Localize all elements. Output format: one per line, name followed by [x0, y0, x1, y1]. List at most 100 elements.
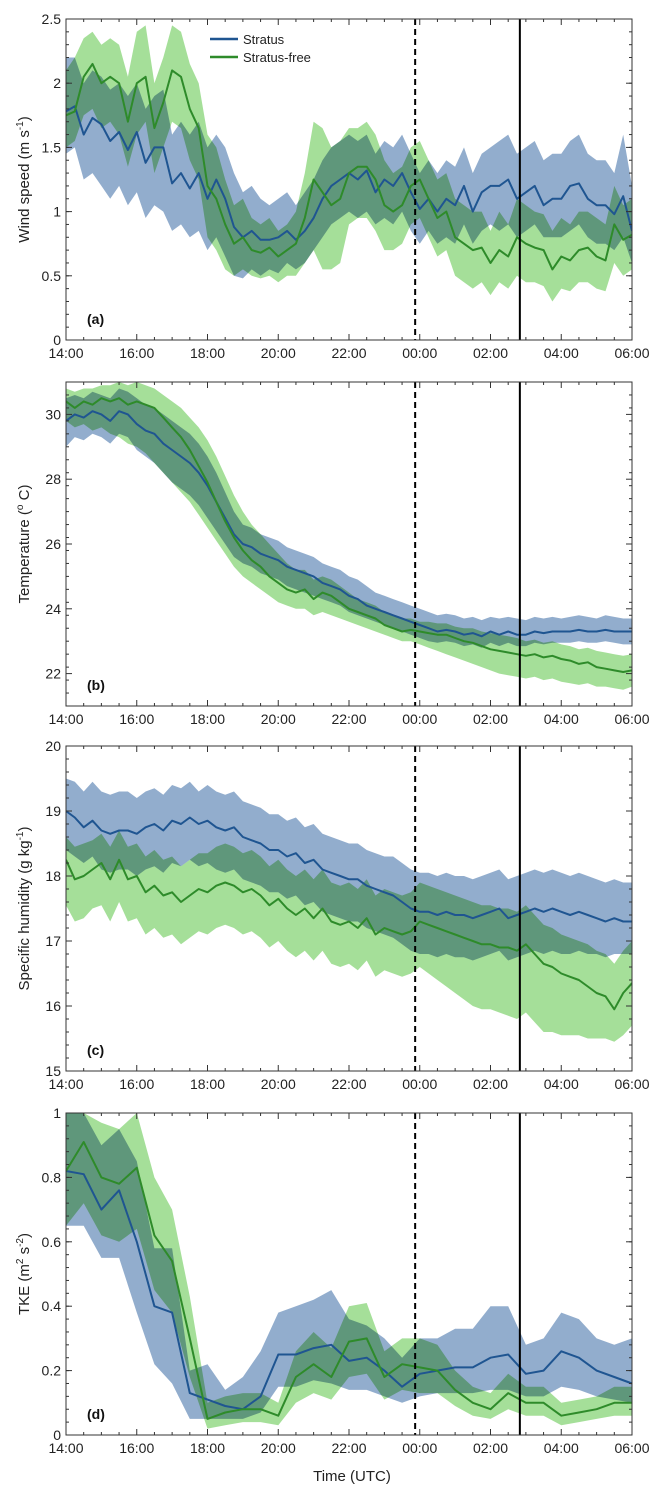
panel-d-band-stratus	[66, 1113, 632, 1419]
panel-a-xtick-label: 22:00	[331, 345, 366, 361]
panel-d-ytick-label: 0.4	[42, 1298, 62, 1314]
panel-c-ytick-label: 18	[45, 868, 61, 884]
panel-a-xtick-label: 20:00	[261, 345, 296, 361]
panel-b-y-axis-label: Temperature (o C)	[15, 485, 33, 604]
panel-c-xtick-label: 02:00	[473, 1076, 508, 1092]
panel-c-xtick-label: 18:00	[190, 1076, 225, 1092]
panel-a-xtick-label: 16:00	[119, 345, 154, 361]
panel-c-xtick-label: 00:00	[402, 1076, 437, 1092]
panel-c-band-stratus	[66, 778, 632, 961]
panel-d-line-stratus	[66, 1170, 632, 1411]
panel-b-y-label-part: C)	[16, 485, 33, 505]
panel-a-xtick-label: 02:00	[473, 345, 508, 361]
panel-d-xtick-label: 22:00	[331, 1440, 366, 1456]
panel-d-xtick-label: 06:00	[614, 1440, 649, 1456]
panel-a-ytick-label: 1.5	[42, 139, 62, 155]
panel-a-line-stratus-free	[66, 62, 632, 271]
panel-c-band-stratus-free	[66, 830, 632, 1042]
panel-a-ytick-label: 2	[53, 75, 61, 91]
panel-c-line-stratus-free	[66, 858, 632, 1011]
panel-d-xtick-label: 20:00	[261, 1440, 296, 1456]
panel-a-ytick-label: 0.5	[42, 268, 62, 284]
panel-c-ytick-label: 19	[45, 803, 61, 819]
panel-c-xtick-label: 04:00	[544, 1076, 579, 1092]
panel-b-xtick-label: 18:00	[190, 711, 225, 727]
panel-c-xtick-label: 14:00	[48, 1076, 83, 1092]
panel-d-xtick-label: 14:00	[48, 1440, 83, 1456]
panel-a-xtick-label: 06:00	[614, 345, 649, 361]
panel-c-y-axis-label: Specific humidity (g kg-1)	[15, 827, 33, 991]
panel-d-y-label-superscript: -2	[15, 1238, 26, 1247]
panel-d-line-stratus-free	[66, 1141, 632, 1420]
panel-a: 14:00 16:00 18:00 20:00 22:00 00:00 02:00 04:00…	[15, 11, 650, 361]
panel-a-plot-area	[66, 25, 632, 302]
legend-label-stratus: Stratus	[243, 32, 285, 47]
panel-d-label: (d)	[87, 1406, 105, 1422]
panel-a-y-label-superscript: -1	[15, 121, 26, 130]
panel-a-xtick-label: 18:00	[190, 345, 225, 361]
panel-c-xtick-label: 22:00	[331, 1076, 366, 1092]
panel-d-y-label-part: s	[16, 1247, 33, 1259]
panel-c-y-label-part: )	[16, 827, 33, 832]
panel-b-ytick-label: 30	[45, 406, 61, 422]
panel-a-y-label-part: Wind speed (m s	[16, 130, 33, 243]
panel-d-y-label-part: )	[16, 1233, 33, 1238]
panel-a-ytick-label: 0	[53, 332, 61, 348]
panel-d-y-axis-label: TKE (m2 s-2)	[15, 1233, 33, 1315]
panel-c-ytick-label: 15	[45, 1063, 61, 1079]
panel-d-xtick-label: 00:00	[402, 1440, 437, 1456]
panel-c-ytick-label: 17	[45, 933, 61, 949]
panel-b-xtick-label: 22:00	[331, 711, 366, 727]
panel-c-y-label-superscript: -1	[15, 831, 26, 840]
panel-b-ytick-label: 24	[45, 601, 61, 617]
panel-c-xtick-label: 06:00	[614, 1076, 649, 1092]
panel-d-ytick-label: 0	[53, 1427, 61, 1443]
panel-a-ytick-label: 1	[53, 204, 61, 220]
panel-b-xtick-label: 06:00	[614, 711, 649, 727]
panel-c-label: (c)	[87, 1042, 104, 1058]
legend: Stratus Stratus-free	[210, 32, 311, 65]
panel-d-ytick-label: 1	[53, 1105, 61, 1121]
panel-b-ytick-label: 28	[45, 471, 61, 487]
panel-c-line-stratus	[66, 810, 632, 923]
panel-d: 14:00 16:00 18:00 20:00 22:00 00:00 02:00 04:00…	[15, 1105, 650, 1456]
panel-a-xtick-label: 00:00	[402, 345, 437, 361]
panel-b-xtick-label: 00:00	[402, 711, 437, 727]
panel-b-xtick-label: 20:00	[261, 711, 296, 727]
panel-b-xtick-label: 14:00	[48, 711, 83, 727]
panel-d-y-label-part: TKE (m	[16, 1264, 33, 1315]
panel-d-xtick-label: 18:00	[190, 1440, 225, 1456]
panel-a-xtick-label: 04:00	[544, 345, 579, 361]
panel-b-ytick-label: 22	[45, 666, 61, 682]
panel-b: 14:00 16:00 18:00 20:00 22:00 00:00 02:00 04:00…	[15, 381, 650, 727]
panel-d-xtick-label: 16:00	[119, 1440, 154, 1456]
x-axis-label: Time (UTC)	[313, 1468, 391, 1485]
panel-c-xtick-label: 20:00	[261, 1076, 296, 1092]
panel-d-xtick-label: 02:00	[473, 1440, 508, 1456]
panel-a-band-stratus	[66, 57, 632, 279]
panel-a-y-label-part: )	[16, 116, 33, 121]
panel-b-xtick-label: 16:00	[119, 711, 154, 727]
panel-a-xtick-label: 14:00	[48, 345, 83, 361]
panel-d-xtick-label: 04:00	[544, 1440, 579, 1456]
panel-d-y-label-superscript: 2	[15, 1258, 26, 1264]
panel-d-ytick-label: 0.2	[42, 1363, 62, 1379]
panel-b-line-stratus	[66, 410, 632, 638]
panel-c-ytick-label: 20	[45, 738, 61, 754]
panel-c-ytick-label: 16	[45, 998, 61, 1014]
panel-b-label: (b)	[87, 677, 105, 693]
panel-c-plot-area	[66, 778, 632, 1042]
panel-b-xtick-label: 02:00	[473, 711, 508, 727]
panel-b-y-label-superscript: o	[15, 504, 26, 510]
panel-a-label: (a)	[87, 311, 104, 327]
panel-c: 14:00 16:00 18:00 20:00 22:00 00:00 02:00 04:00…	[15, 738, 650, 1092]
panel-b-y-label-part: Temperature (	[16, 510, 33, 603]
panel-c-xtick-label: 16:00	[119, 1076, 154, 1092]
panel-a-y-axis-label: Wind speed (m s-1)	[15, 116, 33, 242]
panel-d-ytick-label: 0.8	[42, 1169, 62, 1185]
panels-group: 14:00 16:00 18:00 20:00 22:00 00:00 02:00 04:00…	[15, 11, 650, 1456]
panel-d-ytick-label: 0.6	[42, 1234, 62, 1250]
legend-label-stratus-free: Stratus-free	[243, 50, 311, 65]
panel-d-plot-area	[66, 1113, 632, 1429]
